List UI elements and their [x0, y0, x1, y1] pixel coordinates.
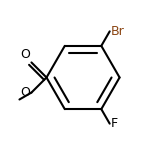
Text: O: O [20, 48, 30, 61]
Text: Br: Br [110, 25, 124, 38]
Text: O: O [20, 86, 30, 99]
Text: F: F [110, 117, 118, 130]
